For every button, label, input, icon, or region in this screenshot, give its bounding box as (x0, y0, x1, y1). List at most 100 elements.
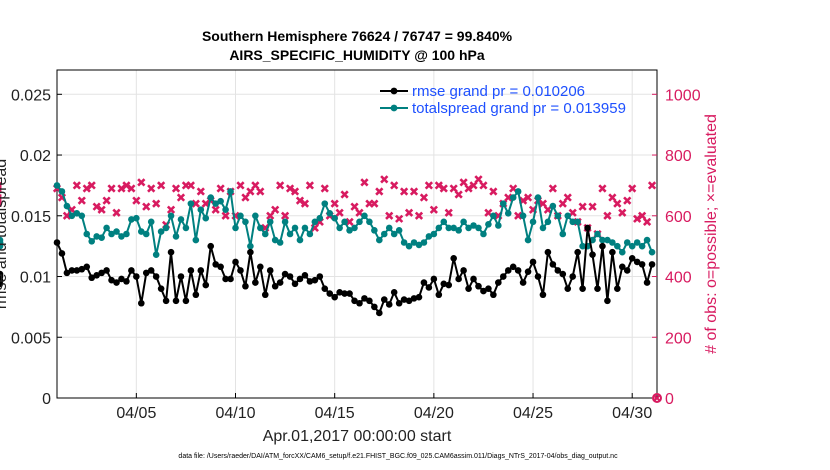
obs-point-stroke (444, 208, 453, 217)
totalspread-line (56, 184, 653, 256)
obs-point (186, 181, 196, 190)
obs-point-stroke (271, 205, 280, 214)
obs-point (588, 202, 597, 211)
totalspread-point (395, 227, 403, 234)
obs-point (290, 187, 300, 196)
obs-point (449, 184, 458, 193)
totalspread-point (376, 236, 383, 244)
totalspread-point (157, 228, 165, 235)
rmse-point (554, 267, 562, 274)
totalspread-point (623, 239, 631, 246)
totalspread-point (242, 218, 249, 226)
rmse-point (599, 242, 606, 250)
rmse-point (187, 267, 195, 274)
obs-point-stroke (137, 178, 146, 187)
obs-point (642, 217, 652, 226)
obs-point-stroke (360, 178, 369, 187)
obs-point-stroke (280, 211, 290, 220)
obs-point-stroke (414, 211, 424, 220)
totalspread-point (291, 224, 299, 232)
totalspread-point (460, 218, 467, 226)
rmse-point (207, 242, 215, 250)
totalspread-point (554, 212, 562, 220)
obs-point (370, 199, 379, 208)
obs-point-stroke (196, 187, 205, 196)
obs-point (419, 193, 429, 202)
rmse-point (609, 248, 616, 256)
obs-point-stroke (62, 211, 72, 220)
obs-point (171, 184, 181, 193)
rmse-point (68, 267, 76, 274)
obs-point-stroke (642, 217, 652, 226)
y-tick-label: 0.005 (11, 330, 51, 347)
rmse-point (638, 261, 646, 268)
y-tick-label: 0.015 (11, 209, 51, 226)
obs-point-stroke (439, 184, 448, 193)
totalspread-point (604, 236, 611, 244)
rmse-point (430, 275, 438, 283)
obs-point (360, 178, 369, 187)
rmse-point (142, 269, 150, 277)
rmse-point (192, 291, 200, 299)
obs-point-stroke (102, 196, 111, 205)
rmse-point (604, 297, 611, 305)
totalspread-point (465, 224, 472, 232)
rmse-point (643, 279, 651, 286)
rmse-point (405, 297, 413, 305)
rmse-point (410, 295, 418, 302)
obs-point (330, 199, 339, 208)
rmse-point (485, 285, 492, 292)
rmse-point (519, 279, 527, 286)
obs-point (523, 193, 533, 202)
rmse-point (296, 275, 304, 283)
totalspread-point (296, 236, 304, 244)
totalspread-point (252, 212, 259, 220)
obs-point (598, 184, 607, 193)
obs-point-stroke (638, 211, 647, 220)
obs-point-stroke (221, 211, 230, 220)
rmse-point (465, 285, 472, 292)
rmse-point (361, 295, 368, 302)
obs-point-stroke (409, 187, 419, 196)
rmse-point (356, 299, 363, 307)
obs-point (305, 181, 315, 190)
totalspread-point (544, 218, 552, 226)
obs-point (132, 196, 141, 205)
rmse-point (633, 258, 641, 266)
obs-point (404, 208, 414, 217)
totalspread-point (133, 214, 140, 222)
obs-point (271, 205, 280, 214)
obs-point-stroke (107, 184, 116, 193)
obs-point-stroke (310, 223, 319, 233)
totalspread-point (648, 248, 656, 256)
obs-point-stroke (424, 181, 434, 190)
obs-point (256, 187, 265, 196)
obs-point (623, 196, 632, 205)
series-rmse (0, 224, 656, 317)
rmse-point (539, 291, 547, 299)
obs-point-stroke (608, 193, 617, 202)
obs-point (618, 208, 627, 217)
rmse-point (366, 297, 373, 305)
obs-point (82, 184, 91, 193)
totalspread-point (227, 188, 234, 195)
obs-point-stroke (345, 217, 354, 226)
legend-spread-label: totalspread grand pr = 0.013959 (412, 100, 626, 117)
totalspread-point (266, 218, 274, 226)
obs-point-stroke (266, 211, 275, 220)
obs-point-stroke (241, 193, 250, 202)
y-tick-label: 0.02 (20, 148, 51, 165)
rmse-point (524, 268, 532, 275)
rmse-point (276, 279, 284, 286)
totalspread-point (475, 224, 482, 232)
rmse-point (480, 287, 487, 295)
obs-point-stroke (166, 205, 176, 214)
rmse-point (534, 273, 542, 280)
obs-point (211, 205, 220, 214)
rmse-point (247, 248, 254, 256)
rmse-point (569, 273, 577, 280)
obs-point (514, 211, 523, 220)
obs-point (241, 193, 250, 202)
rmse-point (346, 290, 353, 297)
totalspread-point (534, 194, 542, 201)
